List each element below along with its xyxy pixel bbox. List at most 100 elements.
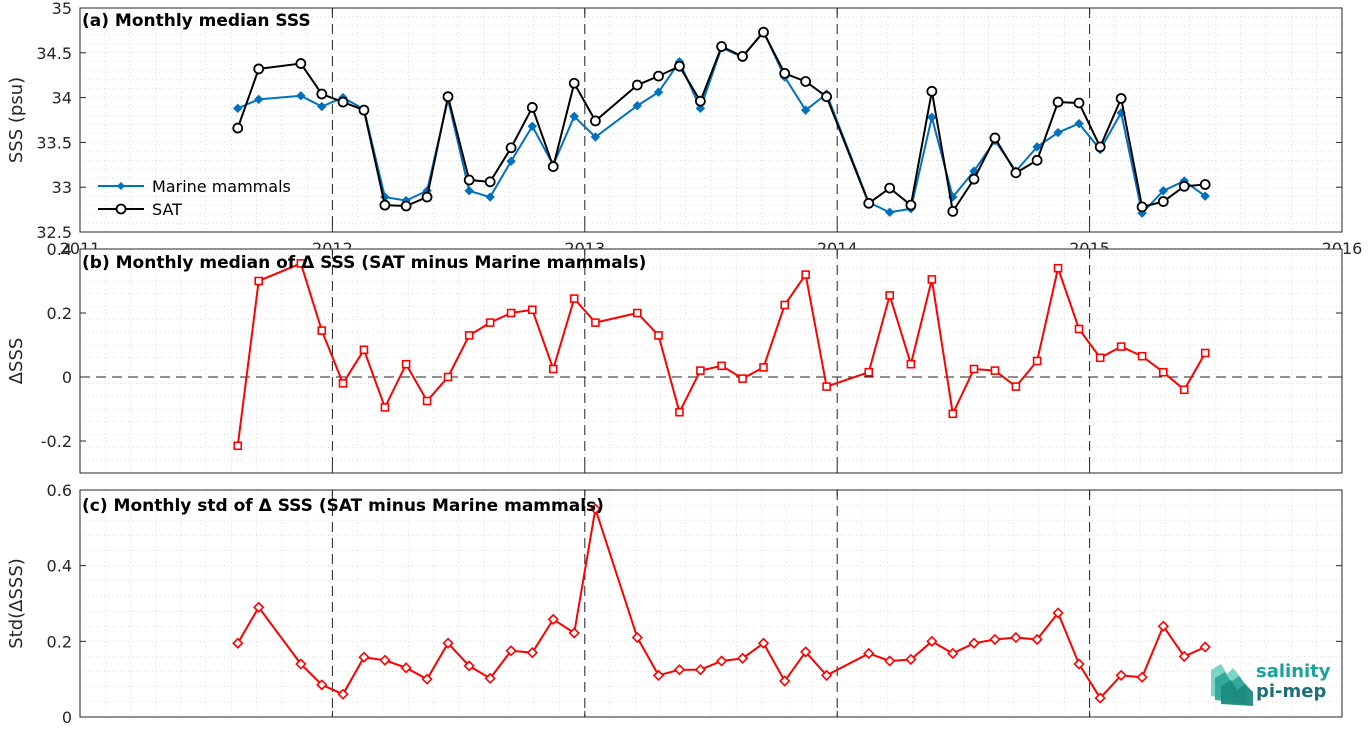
data-point	[547, 613, 559, 626]
data-point	[254, 276, 263, 286]
data-point	[1116, 342, 1126, 351]
data-point	[506, 156, 516, 166]
data-point	[927, 275, 937, 284]
data-point	[380, 403, 390, 412]
panel-b: -0.2 0 0.2 0.4 ΔSSS (b) Monthly median of Δ S…	[6, 240, 1343, 474]
ytick-label: 0.2	[47, 304, 72, 323]
data-point	[317, 101, 327, 112]
logo-line2: pi-mep	[1256, 681, 1326, 702]
data-point	[590, 132, 601, 142]
data-point	[358, 651, 370, 663]
data-point	[716, 41, 728, 52]
data-point	[484, 672, 496, 685]
data-point	[359, 345, 369, 355]
data-point	[505, 645, 517, 657]
data-point	[232, 122, 244, 134]
data-point	[632, 100, 643, 111]
axes-box	[79, 489, 1343, 718]
data-point	[885, 291, 894, 300]
data-point	[1011, 382, 1021, 391]
data-point	[421, 191, 433, 203]
data-point	[990, 366, 1000, 375]
data-point	[526, 647, 538, 659]
data-point	[547, 161, 559, 172]
data-point	[296, 259, 306, 268]
ytick-label: 33	[52, 178, 72, 197]
ytick-label: 35	[52, 0, 72, 18]
data-point	[463, 660, 475, 672]
data-point	[253, 63, 265, 75]
data-point	[653, 87, 664, 97]
data-point	[1095, 353, 1105, 363]
ytick-label: 0	[62, 368, 72, 387]
data-point	[968, 637, 980, 649]
data-point	[548, 364, 558, 374]
data-point	[820, 669, 833, 682]
data-point	[1052, 96, 1064, 108]
data-point	[1010, 167, 1022, 179]
data-point	[1073, 658, 1085, 670]
data-point	[1179, 385, 1189, 395]
data-point	[694, 95, 706, 107]
data-point	[337, 688, 349, 700]
data-point	[296, 91, 306, 101]
data-point	[800, 76, 812, 87]
data-point	[1199, 179, 1211, 190]
data-point	[1032, 142, 1042, 152]
data-point	[927, 112, 937, 123]
data-point	[905, 199, 917, 211]
data-point	[968, 173, 980, 185]
data-point	[1031, 633, 1043, 646]
data-point	[822, 382, 831, 391]
data-point	[1178, 650, 1190, 663]
data-point	[442, 91, 454, 103]
legend-marker	[117, 182, 125, 190]
data-point	[253, 601, 265, 613]
data-point	[505, 142, 517, 154]
data-point	[485, 192, 495, 202]
data-point	[738, 374, 747, 383]
data-point	[1031, 154, 1043, 166]
panel-title: (b) Monthly median of Δ SSS (SAT minus M…	[82, 253, 646, 273]
axes-box	[79, 7, 1343, 233]
data-point	[1010, 631, 1022, 644]
series-delta-sss	[233, 259, 1210, 451]
data-point	[1032, 356, 1042, 366]
data-point	[484, 176, 496, 188]
data-point	[863, 647, 875, 660]
data-point	[1178, 180, 1190, 192]
ytick-label: 0.2	[47, 632, 72, 651]
legend-label: Marine mammals	[152, 177, 291, 196]
data-point	[1199, 641, 1211, 653]
data-point	[780, 300, 790, 310]
data-point	[1136, 201, 1148, 213]
plot-area	[80, 490, 1342, 717]
data-point	[589, 503, 602, 515]
data-point	[631, 631, 643, 644]
data-point	[926, 635, 938, 647]
data-point	[464, 331, 474, 340]
data-point	[947, 205, 959, 217]
legend-label: SAT	[152, 200, 182, 219]
data-point	[1053, 263, 1063, 273]
ytick-label: 0.4	[47, 240, 72, 259]
y-axis-label: ΔSSS	[6, 338, 27, 385]
data-point	[989, 132, 1001, 144]
data-point	[568, 77, 580, 89]
data-point	[632, 308, 642, 318]
series-delta-sss	[232, 503, 1211, 704]
data-point	[316, 679, 328, 691]
data-point	[1094, 692, 1106, 704]
ytick-label: 34.5	[36, 44, 72, 63]
ytick-label: -0.2	[41, 432, 72, 451]
legend: Marine mammals SAT	[98, 177, 291, 219]
panel-a: 32.53333.53434.5352011201220132014201520…	[6, 0, 1362, 258]
data-point	[316, 88, 328, 100]
data-point	[653, 70, 664, 82]
data-point	[317, 326, 327, 335]
data-point	[400, 662, 412, 674]
data-point	[485, 318, 495, 327]
data-point	[1200, 191, 1210, 201]
data-point	[338, 379, 348, 388]
data-point	[863, 197, 875, 209]
